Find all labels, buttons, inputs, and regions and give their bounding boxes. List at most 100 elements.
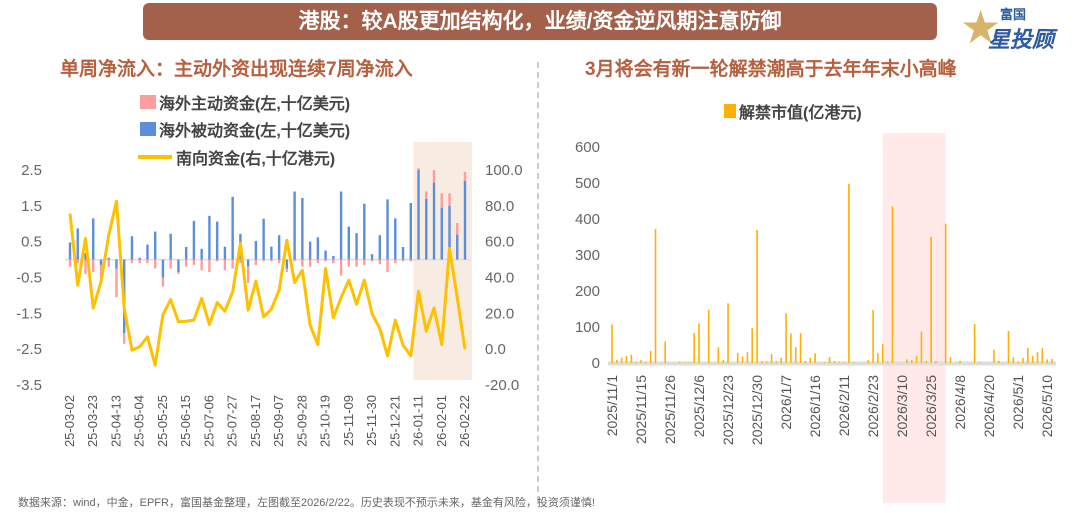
x-tick: 2025/12/23 [720, 375, 736, 445]
lockup-bar [949, 357, 952, 363]
legend-passive: 海外被动资金(左,十亿美元) [140, 117, 350, 141]
passive-bar [246, 259, 250, 267]
lockup-bar [828, 356, 831, 363]
active-bar [130, 259, 134, 264]
right-chart-title: 3月将会有新一轮解禁潮高于去年年末小高峰 [585, 59, 957, 80]
lockup-bar [886, 361, 889, 363]
lockup-bar [973, 324, 976, 363]
lockup-bar [683, 362, 686, 363]
lockup-bar [765, 361, 768, 363]
active-bar [355, 259, 358, 267]
passive-bar [363, 203, 366, 260]
x-tick: 2026/5/1 [1010, 375, 1026, 430]
y-left-tick: 2.5 [21, 162, 42, 179]
passive-bar [107, 257, 110, 260]
lockup-bar [1046, 359, 1048, 363]
active-bar [184, 259, 188, 267]
lockup-bar [645, 361, 647, 363]
passive-bar [448, 205, 451, 260]
active-bar [378, 259, 382, 264]
active-bar [316, 259, 320, 264]
x-tick: 25-08-17 [248, 395, 263, 447]
passive-bar [347, 226, 351, 260]
lockup-bar [935, 361, 937, 363]
active-bar [246, 266, 250, 283]
lockup-bar [707, 309, 710, 363]
x-tick: 2026/1/16 [807, 375, 823, 437]
x-tick: 2026/2/23 [865, 375, 881, 437]
passive-bar [208, 215, 211, 260]
lockup-bar [746, 352, 749, 363]
x-tick: 2025/11/26 [662, 375, 678, 444]
lockup-bar [785, 313, 787, 363]
active-bar [332, 259, 335, 264]
lockup-bar [649, 351, 652, 363]
passive-bar [92, 218, 95, 260]
passive-bar [409, 202, 412, 260]
lockup-bar [809, 357, 812, 363]
passive-bar [223, 246, 227, 260]
lockup-bar [698, 323, 700, 363]
lockup-bar [620, 357, 623, 363]
lockup-bar [722, 360, 725, 363]
lockup-bar [790, 333, 792, 363]
active-bar [394, 259, 397, 264]
x-tick: 25-09-28 [294, 395, 309, 447]
x-tick: 2025/11/15 [633, 375, 649, 444]
x-tick: 25-11-09 [341, 395, 356, 446]
lockup-bar [688, 362, 691, 363]
active-bar [123, 333, 126, 344]
lockup-bar [867, 360, 870, 363]
lockup-bar [852, 362, 855, 363]
active-bar [84, 259, 87, 274]
legend-swatch [724, 104, 736, 118]
lockup-bar [761, 361, 763, 363]
passive-bar [169, 233, 172, 260]
passive-bar [332, 256, 335, 260]
passive-bar [262, 218, 265, 260]
legend-active: 海外主动资金(左,十亿美元) [140, 90, 350, 114]
lockup-bar [611, 324, 613, 363]
lockup-bar [751, 328, 754, 363]
y-left-tick: -1.5 [16, 305, 42, 322]
passive-bar [192, 220, 196, 260]
active-bar [417, 168, 420, 170]
x-tick: 2026/1/7 [778, 375, 794, 430]
y-right-tick: 20.0 [485, 305, 514, 322]
active-bar [409, 259, 412, 262]
y-tick: 600 [575, 139, 600, 156]
lockup-bar [630, 354, 633, 363]
lockup-bar [756, 229, 758, 363]
active-bar [146, 259, 149, 264]
x-tick: 25-07-06 [201, 395, 216, 447]
y-left-tick: -3.5 [16, 377, 42, 394]
active-bar [115, 268, 118, 298]
active-bar [153, 259, 157, 269]
lockup-bar [693, 333, 695, 363]
lockup-bar [727, 303, 729, 363]
active-bar [192, 259, 196, 265]
passive-bar [308, 241, 312, 260]
lockup-bar [794, 347, 797, 363]
passive-bar [386, 199, 389, 260]
lockup-bar [1022, 357, 1024, 363]
active-bar [386, 259, 389, 273]
passive-bar [440, 207, 443, 260]
active-bar [177, 272, 180, 274]
y-tick: 200 [575, 283, 600, 300]
passive-bar [378, 235, 382, 260]
active-bar [99, 264, 103, 278]
star-icon: ★ [960, 1, 1002, 53]
active-bar [262, 259, 265, 262]
active-bar [231, 259, 234, 269]
passive-bar [161, 259, 165, 278]
active-bar [324, 259, 327, 262]
x-tick: 2026/3/25 [923, 375, 939, 437]
passive-bar [401, 247, 405, 260]
lockup-bar [775, 361, 778, 363]
lockup-bar [1041, 348, 1044, 363]
lockup-bar [848, 183, 850, 363]
active-bar [92, 259, 95, 273]
passive-bar [270, 246, 273, 260]
